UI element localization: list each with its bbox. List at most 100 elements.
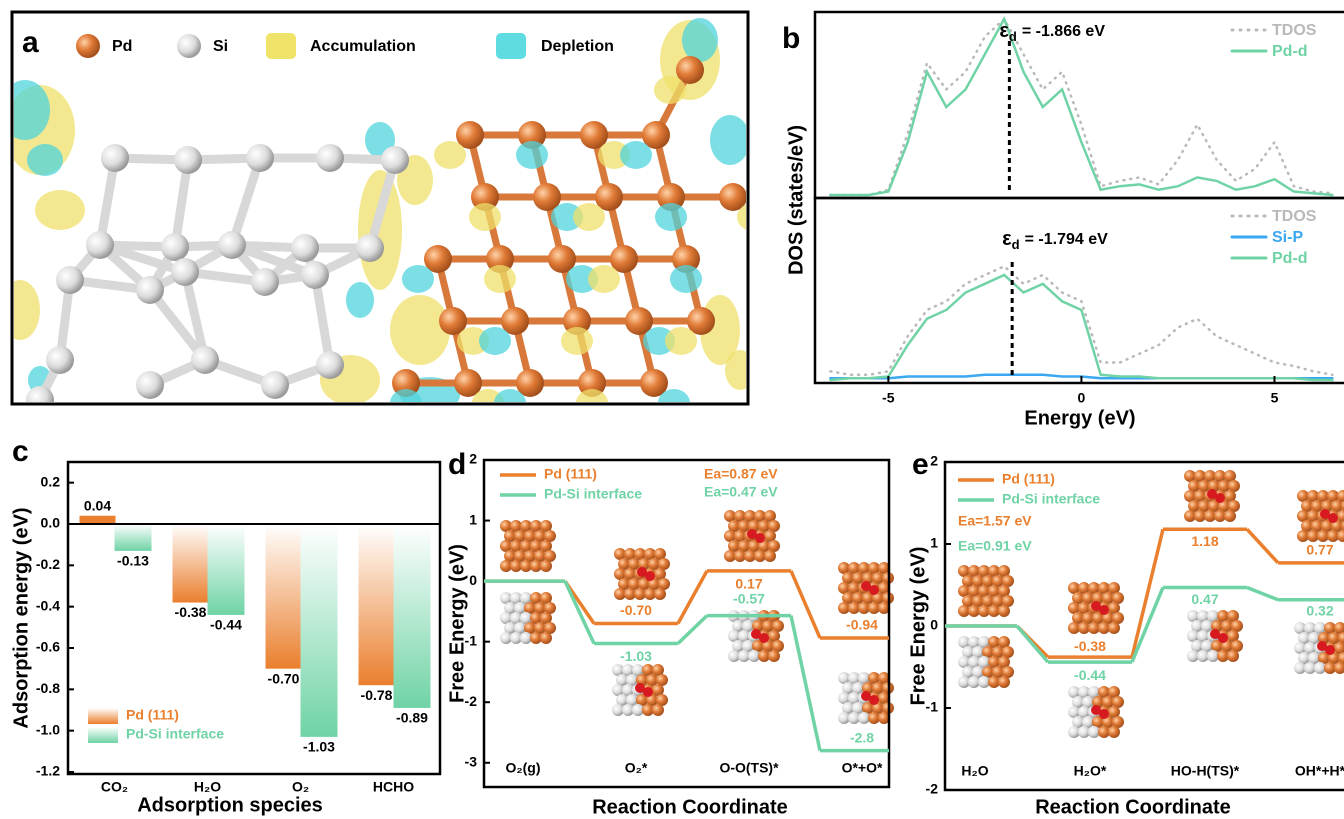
annotation-symbol: ε — [1002, 228, 1012, 250]
x-axis-label: Reaction Coordinate — [1035, 796, 1231, 818]
si-atom — [316, 351, 344, 379]
data-label: 0.17 — [735, 576, 762, 592]
density-blob — [573, 203, 605, 231]
oxygen-atom — [1328, 513, 1338, 523]
panel-label: e — [912, 448, 929, 481]
legend-label: Pd-d — [1272, 250, 1308, 267]
bar — [115, 524, 152, 551]
annotation-text: = -1.794 eV — [1025, 231, 1109, 248]
connector — [1017, 626, 1048, 662]
annotation: Ea=0.47 eV — [704, 484, 778, 500]
structure-thumbnail — [728, 610, 784, 662]
data-label: -0.70 — [268, 670, 300, 686]
si-atom — [86, 231, 114, 259]
x-tick-label: OH*+H* — [1295, 763, 1344, 779]
data-label: 0.32 — [1306, 602, 1333, 618]
x-tick-label: O-O(TS)* — [719, 760, 779, 776]
data-label: -2.8 — [850, 729, 874, 745]
atom — [1108, 726, 1120, 738]
atom — [1227, 650, 1239, 662]
atom — [540, 632, 552, 644]
data-label: -0.13 — [117, 553, 149, 569]
annotation: εd = -1.794 eV — [1002, 228, 1108, 252]
density-blob — [737, 203, 769, 231]
x-tick-label: O*+O* — [842, 760, 883, 776]
dos-curve — [830, 19, 1332, 195]
data-label: 0.04 — [84, 497, 111, 513]
y-tick-label: -1.0 — [36, 721, 60, 737]
density-blob — [27, 144, 63, 176]
density-blob — [682, 18, 718, 62]
panel-label: c — [12, 435, 29, 468]
si-atom — [26, 386, 54, 414]
density-blob — [516, 141, 548, 169]
data-label: -0.78 — [361, 687, 393, 703]
oxygen-atom — [1218, 633, 1228, 643]
y-tick-label: -0.2 — [36, 556, 60, 572]
density-blob — [390, 295, 450, 365]
si-atom — [301, 261, 329, 289]
density-blob — [725, 350, 755, 390]
oxygen-atom — [1099, 605, 1109, 615]
si-atom — [316, 144, 344, 172]
data-label: -0.44 — [1074, 667, 1106, 683]
si-atom — [161, 233, 189, 261]
density-blob — [0, 80, 50, 140]
density-blob — [358, 170, 402, 290]
si-atom — [136, 276, 164, 304]
structure-thumbnail — [958, 636, 1014, 688]
si-atom — [261, 371, 289, 399]
density-blob — [710, 115, 750, 165]
legend-label: Depletion — [541, 38, 614, 55]
annotation-symbol: ε — [999, 20, 1009, 42]
legend-label: TDOS — [1272, 208, 1317, 225]
structure-thumbnail — [612, 664, 668, 716]
oxygen-atom — [1099, 709, 1109, 719]
si-atom — [356, 234, 384, 262]
x-tick-label: 0 — [1078, 390, 1086, 406]
structure-thumbnail — [1297, 490, 1344, 542]
page: {"panel_labels":{"a":"a","b":"b","c":"c"… — [0, 0, 1344, 819]
density-blob — [402, 265, 434, 293]
si-atom — [246, 144, 274, 172]
panel-label: a — [22, 26, 39, 59]
data-label: -0.89 — [396, 710, 428, 726]
data-label: 0.77 — [1306, 542, 1333, 558]
atom — [652, 704, 664, 716]
structure-thumbnail — [724, 510, 780, 562]
connector — [791, 616, 820, 751]
dos-curve — [830, 266, 1332, 375]
density-blob — [346, 282, 374, 318]
y-axis-label: Adsorption energy (eV) — [10, 507, 32, 728]
y-tick-label: -0.8 — [36, 680, 60, 696]
y-tick-label: 0.0 — [41, 515, 61, 531]
structure-thumbnail — [500, 520, 556, 572]
oxygen-atom — [869, 585, 879, 595]
y-tick-label: 0.2 — [41, 473, 61, 489]
x-tick-label: 5 — [1271, 390, 1279, 406]
data-label: -0.70 — [620, 602, 652, 618]
legend-label: Pd-d — [1272, 43, 1308, 60]
data-label: -0.38 — [1074, 638, 1106, 654]
oxygen-atom — [869, 695, 879, 705]
density-blob — [469, 203, 501, 231]
si-atom — [191, 346, 219, 374]
atom — [654, 588, 666, 600]
x-tick-label: CO₂ — [101, 779, 128, 795]
atom — [998, 605, 1010, 617]
structure-thumbnail — [1187, 610, 1243, 662]
bar — [208, 524, 245, 615]
density-blob — [655, 203, 687, 231]
data-label: -0.44 — [210, 617, 242, 633]
y-tick-label: 2 — [930, 453, 938, 469]
x-tick-label: -5 — [882, 390, 895, 406]
legend-label: Si — [213, 38, 228, 55]
y-tick-label: -0.6 — [36, 639, 60, 655]
annotation-subscript: d — [1012, 237, 1020, 252]
legend-label: Pd (111) — [544, 466, 597, 482]
dos-curve — [830, 275, 1332, 380]
atom — [1108, 622, 1120, 634]
structure-thumbnail — [614, 548, 670, 600]
structure-thumbnail — [838, 672, 894, 724]
annotation: εd= -1.866 eV — [999, 20, 1105, 44]
